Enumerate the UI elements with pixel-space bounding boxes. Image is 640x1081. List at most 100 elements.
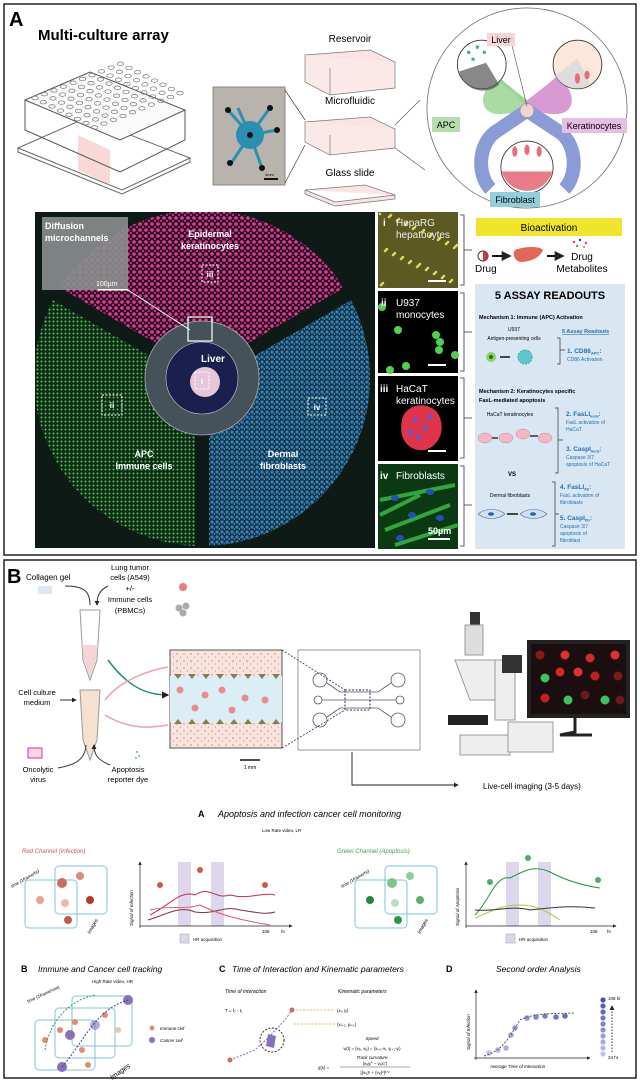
tumor-label4: Immune cells xyxy=(108,595,152,604)
monitor-cell xyxy=(600,695,610,705)
post xyxy=(230,674,238,679)
well-hole xyxy=(67,96,75,101)
well-hole xyxy=(50,88,58,93)
data-point xyxy=(524,1015,530,1021)
post xyxy=(244,674,252,679)
speed-equation: vᵢ(t) = (vᵢₓ, vᵢᵧ) = (xᵢ₊₁-xᵢ, yᵢ₊₁-yᵢ) xyxy=(343,1046,401,1051)
post xyxy=(174,674,182,679)
inset-iv-name: Fibroblasts xyxy=(396,471,445,482)
panel-a-title: Multi-culture array xyxy=(38,27,170,44)
monitor-cell xyxy=(555,667,565,677)
point-i-label: (xᵢ, yᵢ) xyxy=(337,1008,349,1013)
mechanism1-title: Mechanism 1: Immune (APC) Activation xyxy=(479,315,583,321)
well-hole xyxy=(115,69,124,74)
hepatocyte-nucleus xyxy=(401,255,405,259)
well-hole xyxy=(39,100,48,105)
inset-ii-num: ii xyxy=(381,298,387,309)
multi-culture-array-illustration xyxy=(16,61,192,195)
second-order-letter: D xyxy=(446,964,453,974)
metabolites-label2: Metabolites xyxy=(556,264,607,275)
well-hole xyxy=(106,73,114,78)
well-hole xyxy=(75,100,84,106)
chip-photo: 4mm xyxy=(212,86,306,186)
well-hole xyxy=(31,95,39,101)
green-x-unit: hr xyxy=(607,929,612,934)
inset-iii-name2: keratinocytes xyxy=(396,396,455,407)
hepatocyte-nucleus xyxy=(450,278,454,282)
hepatocyte-nucleus xyxy=(381,281,385,285)
well-hole xyxy=(58,92,67,97)
t-equation: T = t₂ - t₁ xyxy=(225,1008,243,1013)
red-channel-title: Red Channel (Infection) xyxy=(22,849,85,855)
well-hole xyxy=(49,96,57,101)
post xyxy=(258,674,266,679)
second-order-ylabel: Signal of Infection xyxy=(466,1014,471,1050)
post xyxy=(272,674,280,679)
readout-3-title: 3. CaspIkera: xyxy=(566,446,601,454)
inset-ii-name2: monocytes xyxy=(396,310,444,321)
chip-scale-label: 4mm xyxy=(265,172,275,177)
hepatocyte-nucleus xyxy=(418,262,422,266)
culture-chamber-zoom-circle: Liver APC Keratinocytes Fibroblast xyxy=(426,7,628,209)
data-point xyxy=(495,1047,501,1053)
micrograph-labels: Diffusion microchannels 100µm Epidermal … xyxy=(45,221,306,471)
readout-5-desc3: fibroblast xyxy=(560,538,581,544)
hepatocyte-nucleus xyxy=(389,213,393,217)
inset-title-line1: Diffusion xyxy=(45,221,84,231)
time-scale-dot xyxy=(600,1033,606,1039)
hepatocyte-nucleus xyxy=(430,232,434,236)
well-hole xyxy=(111,101,120,106)
hepatocyte-nucleus xyxy=(455,243,459,247)
roi-ii: ii xyxy=(110,401,114,410)
monitor-cell xyxy=(540,673,550,683)
label-liver: Liver xyxy=(201,354,225,365)
red-channel-diagram: time (1frame/hr) Images Signal of Infect… xyxy=(10,861,293,944)
green-x-end: 108 xyxy=(590,929,598,934)
well-hole xyxy=(141,82,149,87)
data-point xyxy=(562,1013,568,1019)
label-immune-cells: Immune cells xyxy=(115,461,172,471)
inset-ii-name1: U937 xyxy=(396,298,420,309)
well-hole xyxy=(73,116,82,122)
post xyxy=(174,719,182,724)
monitor-cell xyxy=(560,650,570,660)
well-hole xyxy=(123,81,131,87)
well-hole xyxy=(159,82,167,87)
tumor-cell-icon xyxy=(179,583,187,591)
well-hole xyxy=(78,76,87,82)
well-hole xyxy=(131,86,140,91)
metabolites-icon xyxy=(572,238,588,249)
monitor-cell xyxy=(615,695,625,705)
well-hole xyxy=(139,98,147,103)
bioactivation-title: Bioactivation xyxy=(521,223,578,234)
apc-cells-label: Antigen-presenting cells xyxy=(487,336,541,342)
hepatocyte-nucleus xyxy=(422,228,426,232)
roi-boxes xyxy=(101,264,327,416)
green-channel-title: Green Channel (Apoptosis) xyxy=(337,849,410,855)
well-hole xyxy=(129,102,138,107)
well-hole xyxy=(109,117,118,122)
well-hole xyxy=(88,73,96,78)
dye-label2: reporter dye xyxy=(108,775,148,784)
well-hole xyxy=(166,94,175,100)
well-hole xyxy=(82,121,90,126)
well-hole xyxy=(100,121,108,126)
chip-schematic xyxy=(281,649,421,751)
keratinocyte-icons xyxy=(477,428,553,444)
monitor-cell xyxy=(573,667,583,677)
well-hole xyxy=(132,78,141,83)
hepatocyte-nucleus xyxy=(409,259,413,263)
inset-iv-scale: 50µm xyxy=(428,526,451,536)
metabolites-label1: Drug xyxy=(571,252,593,263)
well-hole xyxy=(68,88,76,93)
well-hole xyxy=(77,84,86,90)
time-scale-dot xyxy=(600,1051,606,1057)
activated-apc-icon xyxy=(517,349,533,365)
collagen-icon xyxy=(38,586,52,594)
assay-readouts-link: 5 Assay Readouts xyxy=(562,329,609,335)
tracking-letter: B xyxy=(21,964,28,974)
inset-iii-num: iii xyxy=(380,384,389,395)
zoom-label-liver: Liver xyxy=(491,35,511,45)
monitor-cell xyxy=(563,695,573,705)
well-hole xyxy=(128,110,137,115)
